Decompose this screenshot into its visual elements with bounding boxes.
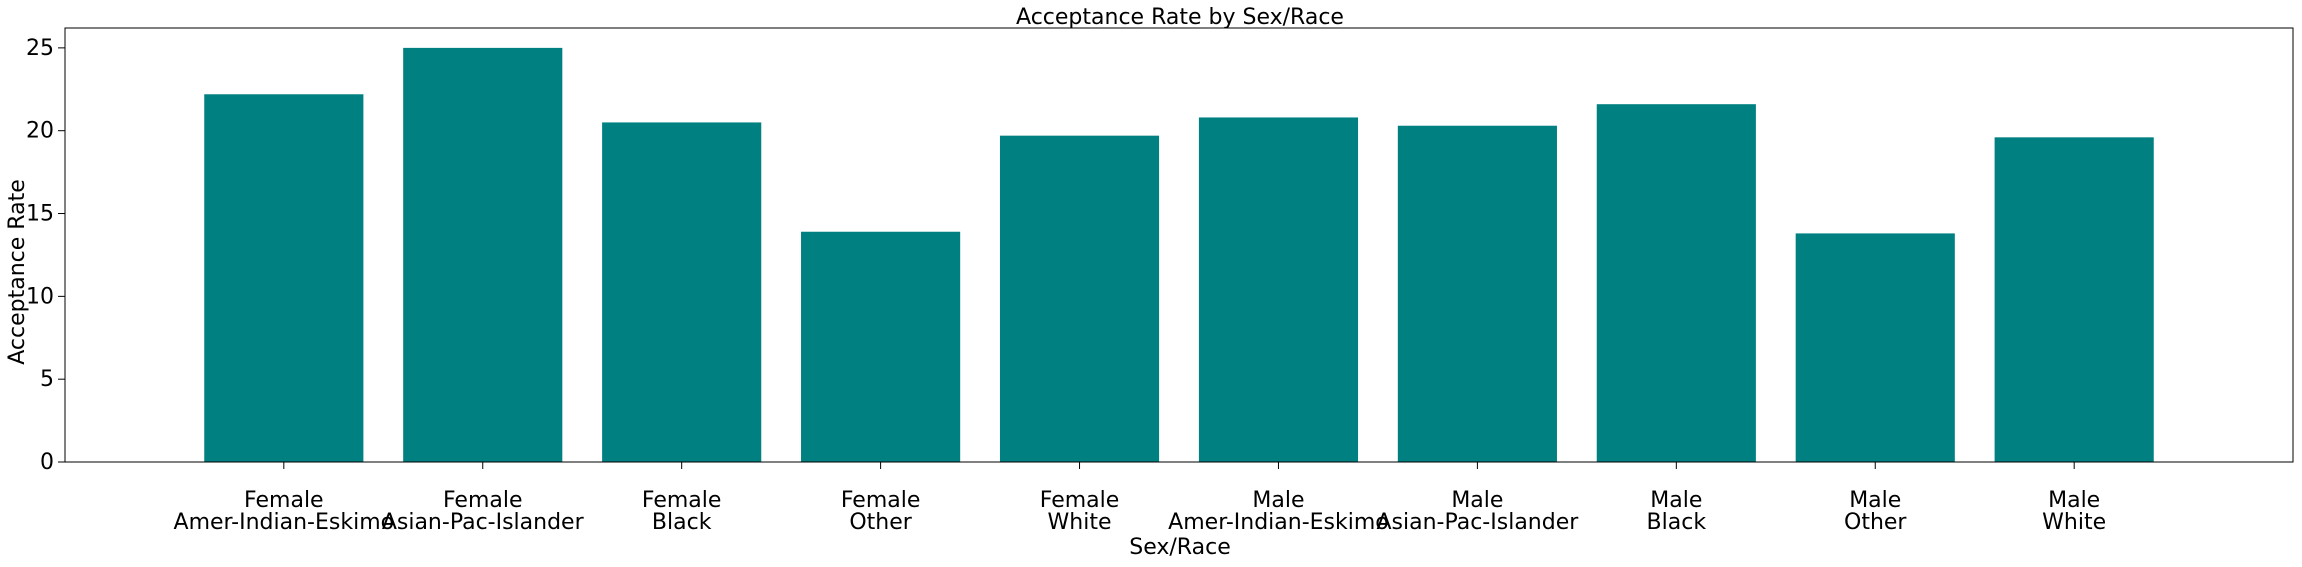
x-tick-label-line: Male — [2048, 488, 2100, 513]
x-tick-label-line: Black — [1647, 510, 1707, 535]
bar-6 — [1397, 125, 1557, 463]
x-tick-label-8: Male Other — [1844, 488, 1907, 535]
y-tick-label-2: 10 — [26, 284, 54, 309]
x-tick-label-line: Asian-Pac-Islander — [382, 510, 585, 535]
x-tick-label-0: Female Amer-Indian-Eskimo — [174, 488, 395, 535]
x-axis-label: Sex/Race — [1129, 535, 1230, 560]
x-tick-label-line: Male — [1252, 488, 1304, 513]
x-tick-label-line: Female — [1040, 488, 1120, 513]
x-tick-label-line: Male — [1849, 488, 1901, 513]
x-tick-label-6: Male Asian-Pac-Islander — [1376, 488, 1579, 535]
x-tick-label-5: Male Amer-Indian-Eskimo — [1168, 488, 1389, 535]
x-tick-label-line: Female — [244, 488, 324, 513]
x-tick-label-9: Male White — [2042, 488, 2106, 535]
y-tick-label-4: 20 — [26, 119, 54, 144]
x-tick-label-line: Female — [443, 488, 523, 513]
x-tick-label-line: Female — [841, 488, 921, 513]
x-tick-label-7: Male Black — [1647, 488, 1707, 535]
y-axis-label: Acceptance Rate — [5, 179, 30, 364]
x-tick-label-line: Male — [1451, 488, 1503, 513]
bar-1 — [403, 47, 563, 462]
plot-frame — [64, 27, 2294, 463]
bar-8 — [1795, 233, 1955, 462]
x-tick-label-line: White — [1048, 510, 1112, 535]
bar-3 — [801, 231, 961, 462]
x-tick-label-line: White — [2042, 510, 2106, 535]
bar-2 — [602, 122, 762, 462]
bar-9 — [1994, 137, 2154, 462]
y-tick-label-3: 15 — [26, 202, 54, 227]
bar-4 — [999, 135, 1160, 462]
x-tick-label-line: Other — [849, 510, 912, 535]
x-tick-label-line: Asian-Pac-Islander — [1376, 510, 1579, 535]
bar-0 — [204, 94, 364, 462]
x-tick-label-line: Other — [1844, 510, 1907, 535]
x-tick-label-line: Male — [1650, 488, 1702, 513]
x-tick-label-line: Female — [642, 488, 722, 513]
bar-5 — [1198, 117, 1359, 462]
x-tick-label-4: Female White — [1040, 488, 1120, 535]
y-tick-label-0: 0 — [40, 450, 54, 475]
x-tick-label-line: Black — [652, 510, 712, 535]
x-tick-label-1: Female Asian-Pac-Islander — [382, 488, 585, 535]
x-tick-label-line: Amer-Indian-Eskimo — [1168, 510, 1389, 535]
x-tick-label-line: Amer-Indian-Eskimo — [174, 510, 395, 535]
bar-7 — [1596, 104, 1756, 462]
chart-title: Acceptance Rate by Sex/Race — [1016, 5, 1344, 30]
x-tick-label-3: Female Other — [841, 488, 921, 535]
y-tick-label-1: 5 — [40, 367, 54, 392]
y-tick-label-5: 25 — [26, 36, 54, 61]
x-tick-label-2: Female Black — [642, 488, 722, 535]
